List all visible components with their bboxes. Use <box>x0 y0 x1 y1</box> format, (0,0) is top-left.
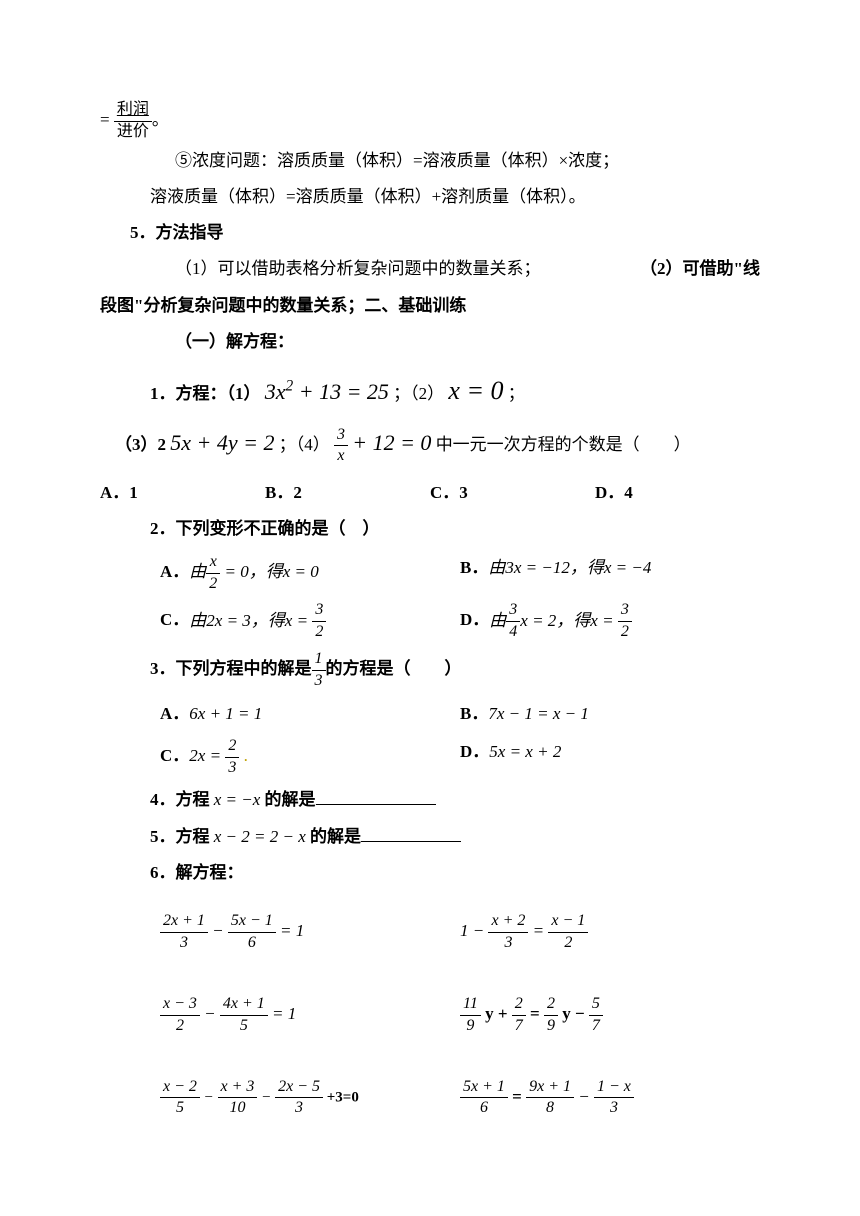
eq-row-3: x − 25 − x + 310 − 2x − 53 +3=0 5x + 16 … <box>100 1077 760 1120</box>
method-item2: 段图"分析复杂问题中的数量关系；二、基础训练 <box>100 290 760 322</box>
eq-row-1: 2x + 13 − 5x − 16 = 1 1 − x + 23 = x − 1… <box>100 911 760 954</box>
q1-line2: （3）2 5x + 4y = 2 ；（4） 3x + 12 = 0 中一元一次方… <box>100 422 760 467</box>
q3-title: 3．下列方程中的解是13的方程是（ ） <box>100 649 760 692</box>
header-fraction: = 利润进价。 <box>100 100 760 143</box>
q2-title: 2．下列变形不正确的是（ ） <box>100 513 760 545</box>
q1-line1: 1．方程：（1） 3x2 + 13 = 25 ；（2） x = 0 ； <box>100 366 760 415</box>
q6-title: 6．解方程： <box>100 857 760 889</box>
q4: 4．方程 x = −x 的解是 <box>100 784 760 816</box>
q2-choices-cd: C．由2x = 3，得x = 32 D．由34x = 2，得x = 32 <box>100 600 760 643</box>
q1-choices: A．1 B．2 C．3 D．4 <box>100 477 760 509</box>
document-page: = 利润进价。 ⑤浓度问题：溶质质量（体积）=溶液质量（体积）×浓度； 溶液质量… <box>100 100 760 1119</box>
q3-choices-ab: A．6x + 1 = 1 B．7x − 1 = x − 1 <box>100 698 760 730</box>
eq-row-2: x − 32 − 4x + 15 = 1 119 y + 27 = 29 y −… <box>100 994 760 1037</box>
concentration-line1: ⑤浓度问题：溶质质量（体积）=溶液质量（体积）×浓度； <box>100 145 760 177</box>
method-item1: （1）可以借助表格分析复杂问题中的数量关系； （2）可借助"线 <box>100 253 760 285</box>
q3-choices-cd: C．2x = 23 . D．5x = x + 2 <box>100 736 760 779</box>
q5: 5．方程 x − 2 = 2 − x 的解是 <box>100 821 760 853</box>
q2-choices-ab: A．由x2 = 0，得x = 0 B．由3x = −12，得x = −4 <box>100 552 760 595</box>
method-title: 5．方法指导 <box>100 217 760 249</box>
concentration-line2: 溶液质量（体积）=溶质质量（体积）+溶剂质量（体积）。 <box>100 181 760 213</box>
section-1-title: （一）解方程： <box>100 326 760 358</box>
